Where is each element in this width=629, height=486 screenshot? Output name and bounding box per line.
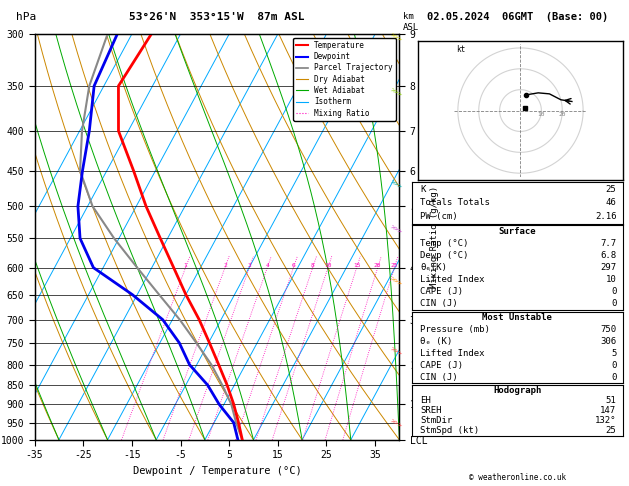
Text: 2.16: 2.16 [595,212,616,221]
Text: >>>: >>> [389,346,403,357]
Text: 6.8: 6.8 [600,251,616,260]
Text: >>>: >>> [389,32,403,43]
Text: >>>: >>> [389,224,403,235]
Text: kt: kt [456,45,465,54]
Text: StmSpd (kt): StmSpd (kt) [420,426,479,435]
Text: 6: 6 [292,262,295,268]
Text: Surface: Surface [499,226,536,236]
Text: 10: 10 [606,275,616,284]
Text: StmDir: StmDir [420,416,453,425]
Text: K: K [420,185,426,193]
Text: CIN (J): CIN (J) [420,373,458,382]
Text: Totals Totals: Totals Totals [420,198,490,208]
Text: 0: 0 [611,287,616,296]
Text: CAPE (J): CAPE (J) [420,287,464,296]
Text: 4: 4 [265,262,269,268]
Text: 15: 15 [353,262,360,268]
Text: Dewp (°C): Dewp (°C) [420,251,469,260]
Text: 3: 3 [247,262,251,268]
Text: km
ASL: km ASL [403,12,419,32]
Text: Pressure (mb): Pressure (mb) [420,325,490,334]
Text: Most Unstable: Most Unstable [482,313,552,322]
Text: 0: 0 [611,373,616,382]
Text: EH: EH [420,396,431,405]
Text: 10: 10 [538,112,545,117]
Text: 02.05.2024  06GMT  (Base: 00): 02.05.2024 06GMT (Base: 00) [426,12,608,22]
Text: 750: 750 [600,325,616,334]
Text: >>>: >>> [389,179,403,190]
Text: 53°26'N  353°15'W  87m ASL: 53°26'N 353°15'W 87m ASL [129,12,305,22]
Text: >>>: >>> [389,417,403,429]
Text: 2: 2 [223,262,227,268]
Text: 132°: 132° [595,416,616,425]
Text: 8: 8 [311,262,314,268]
Text: 20: 20 [374,262,381,268]
Text: Hodograph: Hodograph [493,385,542,395]
Text: 46: 46 [606,198,616,208]
Text: 7.7: 7.7 [600,239,616,248]
X-axis label: Dewpoint / Temperature (°C): Dewpoint / Temperature (°C) [133,466,301,476]
Text: 306: 306 [600,337,616,346]
Text: 297: 297 [600,263,616,272]
Text: 5: 5 [611,349,616,358]
Legend: Temperature, Dewpoint, Parcel Trajectory, Dry Adiabat, Wet Adiabat, Isotherm, Mi: Temperature, Dewpoint, Parcel Trajectory… [293,38,396,121]
Text: 25: 25 [391,262,398,268]
Text: hPa: hPa [16,12,36,22]
Text: 147: 147 [600,406,616,415]
Text: PW (cm): PW (cm) [420,212,458,221]
Text: CAPE (J): CAPE (J) [420,361,464,370]
Text: 51: 51 [606,396,616,405]
Text: CIN (J): CIN (J) [420,299,458,309]
Text: © weatheronline.co.uk: © weatheronline.co.uk [469,473,566,482]
Text: Mixing Ratio (g/kg): Mixing Ratio (g/kg) [430,186,438,288]
Text: Lifted Index: Lifted Index [420,275,485,284]
Text: Temp (°C): Temp (°C) [420,239,469,248]
Text: SREH: SREH [420,406,442,415]
Text: 25: 25 [606,426,616,435]
Text: 0: 0 [611,361,616,370]
Text: >>>: >>> [389,276,403,287]
Text: θₑ (K): θₑ (K) [420,337,453,346]
Text: 25: 25 [606,185,616,193]
Text: 1: 1 [184,262,187,268]
Text: 20: 20 [559,112,566,117]
Text: 0: 0 [611,299,616,309]
Text: >>>: >>> [389,87,403,99]
Text: Lifted Index: Lifted Index [420,349,485,358]
Text: θₑ(K): θₑ(K) [420,263,447,272]
Text: 10: 10 [324,262,331,268]
